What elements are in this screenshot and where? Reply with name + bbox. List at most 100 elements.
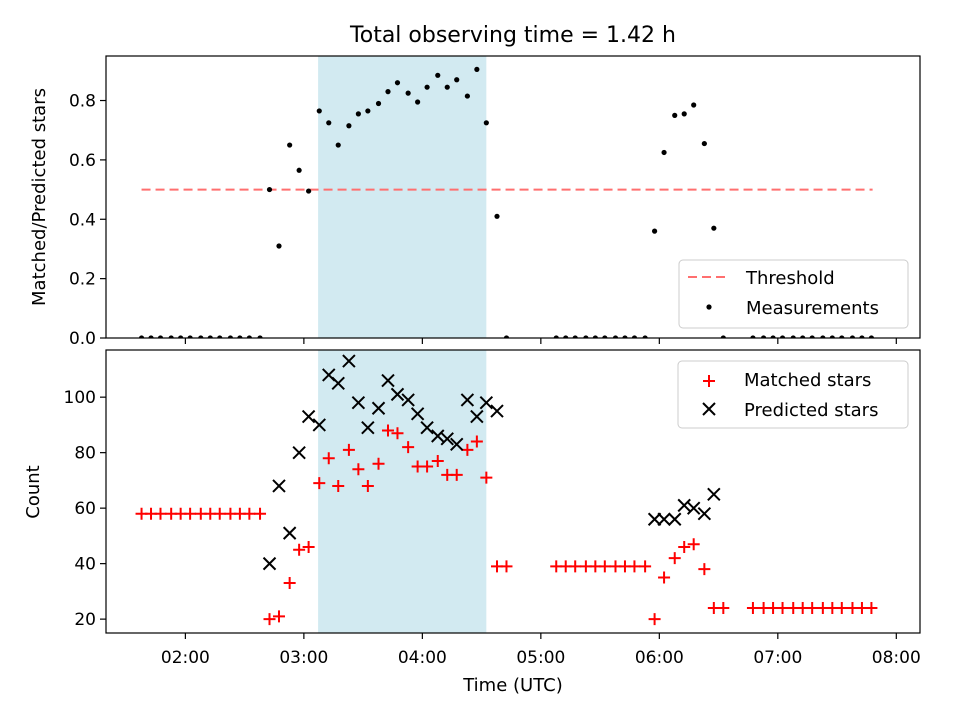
x-tick-label: 06:00 bbox=[635, 648, 684, 668]
measurement-point bbox=[394, 80, 401, 86]
measurement-point bbox=[217, 335, 223, 338]
measurement-point bbox=[198, 335, 204, 338]
measurement-point bbox=[839, 335, 845, 338]
matched-star-point bbox=[639, 560, 652, 573]
predicted-star-point bbox=[262, 556, 277, 571]
matched-star-point bbox=[243, 507, 256, 520]
matched-star-point bbox=[272, 610, 285, 623]
matched-star-point bbox=[381, 424, 394, 437]
matched-star-point bbox=[569, 560, 582, 573]
measurement-point bbox=[750, 335, 756, 338]
legend-matched-marker bbox=[703, 375, 715, 387]
predicted-star-point bbox=[301, 409, 316, 424]
legend-matched-label: Matched stars bbox=[744, 370, 871, 391]
legend-predicted-label: Predicted stars bbox=[744, 400, 878, 421]
predicted-star-point bbox=[470, 409, 484, 424]
matched-star-point bbox=[302, 540, 315, 553]
predicted-star-point bbox=[381, 373, 395, 388]
legend-predicted-marker bbox=[702, 402, 716, 416]
predicted-star-point bbox=[342, 354, 356, 368]
measurement-point bbox=[454, 77, 460, 83]
bottom-y-tick-label: 100 bbox=[64, 388, 96, 408]
measurement-point bbox=[365, 108, 371, 114]
matched-star-point bbox=[746, 602, 759, 615]
measurement-point bbox=[503, 335, 510, 338]
top-legend: Threshold Measurements bbox=[678, 259, 909, 329]
predicted-star-point bbox=[450, 437, 464, 452]
matched-star-point bbox=[648, 613, 661, 626]
measurement-point bbox=[592, 335, 598, 338]
measurement-point bbox=[276, 243, 282, 249]
measurement-point bbox=[474, 66, 480, 72]
bottom-legend-box bbox=[677, 360, 909, 429]
measurement-point bbox=[168, 335, 174, 338]
matched-star-point bbox=[470, 435, 483, 448]
measurement-point bbox=[464, 93, 470, 99]
measurement-point bbox=[829, 335, 835, 338]
bottom-y-tick-label: 80 bbox=[74, 444, 96, 464]
matched-star-point bbox=[184, 507, 197, 520]
measurement-point bbox=[246, 335, 252, 338]
bottom-plot-frame bbox=[105, 349, 921, 634]
predicted-star-point bbox=[647, 512, 662, 526]
measurement-point bbox=[187, 335, 193, 338]
top-panel: 0.00.20.40.60.8 Matched/Predicted stars … bbox=[29, 55, 921, 349]
measurement-point bbox=[424, 84, 430, 90]
matched-star-point bbox=[431, 454, 444, 467]
top-plot-frame bbox=[105, 55, 921, 339]
matched-star-point bbox=[154, 507, 167, 520]
matched-star-point bbox=[806, 602, 819, 615]
measurement-point bbox=[859, 335, 865, 338]
matched-star-point bbox=[313, 477, 326, 490]
matched-star-point bbox=[391, 427, 404, 440]
predicted-star-point bbox=[460, 393, 475, 407]
matched-star-point bbox=[332, 479, 345, 492]
matched-star-point bbox=[450, 468, 463, 481]
measurement-point bbox=[760, 335, 767, 338]
matched-star-point bbox=[254, 507, 267, 520]
measurement-point bbox=[563, 335, 569, 338]
predicted-star-point bbox=[657, 512, 671, 526]
predicted-star-point bbox=[410, 407, 425, 421]
matched-star-point bbox=[480, 471, 493, 484]
predicted-star-point bbox=[371, 401, 386, 415]
x-tick-label: 08:00 bbox=[872, 648, 921, 668]
predicted-star-point bbox=[401, 393, 415, 407]
measurement-point bbox=[790, 335, 796, 338]
measurement-point bbox=[207, 335, 213, 338]
measurement-point bbox=[385, 89, 391, 95]
measurement-point bbox=[444, 84, 450, 90]
matched-star-point bbox=[500, 560, 513, 573]
top-y-tick-label: 0.6 bbox=[69, 151, 96, 171]
measurement-point bbox=[602, 335, 608, 338]
measurement-point bbox=[720, 335, 726, 338]
matched-star-point bbox=[598, 560, 611, 573]
observing-window-shade-bottom bbox=[318, 350, 487, 633]
top-y-tick-label: 0.0 bbox=[69, 329, 96, 349]
predicted-star-point bbox=[697, 506, 712, 521]
predicted-star-point bbox=[479, 396, 494, 410]
top-y-axis-label: Matched/Predicted stars bbox=[29, 88, 50, 306]
bottom-legend: Matched stars Predicted stars bbox=[677, 360, 909, 429]
matched-star-point bbox=[293, 543, 306, 556]
bottom-y-tick-label: 60 bbox=[74, 499, 96, 519]
measurement-point bbox=[572, 335, 578, 338]
measurement-point bbox=[237, 335, 243, 338]
predicted-star-point bbox=[390, 387, 405, 402]
predicted-star-point bbox=[440, 432, 454, 446]
predicted-star-point bbox=[431, 429, 445, 443]
x-tick-label: 03:00 bbox=[279, 648, 328, 668]
bottom-panel: 20 40 60 80 100 02:00 03:00 04:00 05:00 06:00 07:… bbox=[23, 349, 921, 696]
measurement-point bbox=[711, 225, 717, 231]
measurement-point bbox=[138, 335, 145, 338]
measurement-point bbox=[257, 335, 263, 338]
predicted-star-point bbox=[292, 445, 306, 460]
top-y-tick-label: 0.4 bbox=[69, 210, 96, 230]
bottom-y-axis-label: Count bbox=[23, 465, 44, 518]
matched-star-point bbox=[213, 507, 226, 520]
measurement-point bbox=[691, 102, 697, 108]
legend-measurements-label: Measurements bbox=[746, 298, 879, 319]
measurement-point bbox=[415, 99, 421, 105]
matched-star-point bbox=[352, 463, 365, 476]
